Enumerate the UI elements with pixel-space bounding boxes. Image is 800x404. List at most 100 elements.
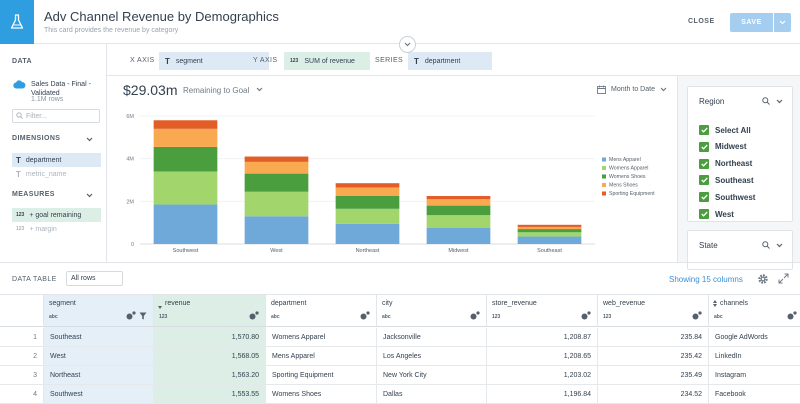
dimension-field[interactable]: T metric_name xyxy=(12,169,101,179)
search-icon[interactable] xyxy=(762,241,770,249)
table-cell[interactable]: Womens Shoes xyxy=(266,385,377,404)
save-options-button[interactable] xyxy=(774,13,791,32)
chart-area: 0 2M 4M 6M Southwest West Northeast Midwest Sout… xyxy=(107,100,677,260)
table-cell[interactable]: Southeast xyxy=(44,328,154,347)
table-cell[interactable]: 1,203.02 xyxy=(487,366,598,385)
table-cell[interactable]: Northeast xyxy=(44,366,154,385)
series-field-pill[interactable]: T department xyxy=(408,52,492,70)
chevron-down-icon[interactable] xyxy=(776,243,783,248)
column-header[interactable]: department abc xyxy=(266,295,377,327)
checkbox-checked-icon[interactable] xyxy=(699,175,709,186)
table-cell[interactable]: Google AdWords xyxy=(709,328,800,347)
table-cell[interactable]: 234.52 xyxy=(598,385,709,404)
table-cell[interactable]: 1,196.84 xyxy=(487,385,598,404)
column-stats-icon[interactable] xyxy=(692,311,702,322)
table-cell[interactable]: 1,563.20 xyxy=(154,366,266,385)
table-cell[interactable]: Sporting Equipment xyxy=(266,366,377,385)
column-stats-icon[interactable] xyxy=(126,311,136,322)
chevron-down-icon[interactable] xyxy=(256,87,263,92)
region-option[interactable]: Southeast xyxy=(699,174,754,186)
measure-field[interactable]: 123 + goal remaining xyxy=(12,208,101,222)
column-header[interactable]: web_revenue 123 xyxy=(598,295,709,327)
table-cell[interactable]: 1,568.05 xyxy=(154,347,266,366)
checkbox-checked-icon[interactable] xyxy=(699,141,709,152)
filter-icon[interactable] xyxy=(139,312,147,322)
field-filter-input[interactable]: Filter... xyxy=(12,109,100,123)
bar-segment xyxy=(335,183,400,188)
table-cell[interactable]: Dallas xyxy=(377,385,487,404)
search-icon[interactable] xyxy=(762,97,770,105)
sort-toggle-icon[interactable] xyxy=(713,300,717,309)
table-cell[interactable]: 1,570.80 xyxy=(154,328,266,347)
bar-segment xyxy=(153,204,218,244)
goal-selector[interactable]: Remaining to Goal xyxy=(183,86,250,95)
number-type-icon: 123 xyxy=(16,212,25,218)
column-header[interactable]: city abc xyxy=(377,295,487,327)
column-header[interactable]: segment abc xyxy=(44,295,154,327)
column-stats-icon[interactable] xyxy=(787,311,797,322)
summary-value: $29.03m xyxy=(123,82,178,98)
checkbox-checked-icon[interactable] xyxy=(699,192,709,203)
expand-icon[interactable] xyxy=(778,273,789,286)
column-type: abc xyxy=(714,314,723,320)
table-cell[interactable]: 1,208.65 xyxy=(487,347,598,366)
chevron-down-icon[interactable] xyxy=(86,193,93,198)
measure-field[interactable]: 123 + margin xyxy=(12,224,101,234)
table-cell[interactable]: LinkedIn xyxy=(709,347,800,366)
y-tick-label: 2M xyxy=(126,199,134,205)
x-axis-field-pill[interactable]: T segment xyxy=(159,52,269,70)
table-cell[interactable]: West xyxy=(44,347,154,366)
bar-segment xyxy=(426,205,491,216)
column-stats-icon[interactable] xyxy=(581,311,591,322)
row-filter-select[interactable]: All rows xyxy=(66,271,123,286)
table-cell[interactable]: Facebook xyxy=(709,385,800,404)
showing-columns-link[interactable]: Showing 15 columns xyxy=(669,275,743,284)
column-header[interactable]: store_revenue 123 xyxy=(487,295,598,327)
collapse-toggle-button[interactable] xyxy=(399,36,416,53)
region-option[interactable]: West xyxy=(699,208,734,220)
chevron-down-icon[interactable] xyxy=(86,137,93,142)
column-stats-icon[interactable] xyxy=(470,311,480,322)
number-type-icon: 123 xyxy=(290,58,299,64)
column-header[interactable]: channels abc xyxy=(709,295,800,327)
checkbox-checked-icon[interactable] xyxy=(699,158,709,169)
checkbox-checked-icon[interactable] xyxy=(699,125,709,135)
region-option[interactable]: Northeast xyxy=(699,158,752,170)
table-cell[interactable]: 235.84 xyxy=(598,328,709,347)
card-title[interactable]: Adv Channel Revenue by Demographics xyxy=(44,9,279,24)
table-cell[interactable]: Southwest xyxy=(44,385,154,404)
column-stats-icon[interactable] xyxy=(249,311,259,322)
card-subtitle[interactable]: This card provides the revenue by catego… xyxy=(44,27,179,34)
table-cell[interactable]: Instagram xyxy=(709,366,800,385)
column-stats-icon[interactable] xyxy=(360,311,370,322)
region-option[interactable]: Select All xyxy=(699,124,751,136)
chevron-down-icon xyxy=(779,20,786,25)
y-tick-label: 4M xyxy=(126,157,134,163)
table-cell[interactable]: 235.42 xyxy=(598,347,709,366)
datasource-name[interactable]: Sales Data - Final - Validated xyxy=(31,81,91,97)
chevron-down-icon[interactable] xyxy=(776,99,783,104)
column-header[interactable]: revenue 123 xyxy=(154,295,266,327)
sort-desc-icon[interactable] xyxy=(158,302,162,311)
legend-swatch xyxy=(602,174,606,179)
region-option[interactable]: Midwest xyxy=(699,141,747,153)
table-cell[interactable]: 1,208.87 xyxy=(487,328,598,347)
save-button[interactable]: SAVE xyxy=(730,13,773,32)
table-cell[interactable]: Mens Apparel xyxy=(266,347,377,366)
table-cell[interactable]: Womens Apparel xyxy=(266,328,377,347)
table-cell[interactable]: Jacksonville xyxy=(377,328,487,347)
close-button[interactable]: CLOSE xyxy=(688,18,715,25)
checkbox-checked-icon[interactable] xyxy=(699,209,709,219)
column-type: 123 xyxy=(603,314,612,320)
y-axis-field-pill[interactable]: 123 SUM of revenue xyxy=(284,52,370,70)
gear-icon[interactable] xyxy=(757,273,769,287)
dimension-field[interactable]: T department xyxy=(12,153,101,167)
table-cell[interactable]: New York City xyxy=(377,366,487,385)
region-option[interactable]: Southwest xyxy=(699,191,755,203)
table-cell[interactable]: Los Angeles xyxy=(377,347,487,366)
card-header: Adv Channel Revenue by Demographics This… xyxy=(0,0,800,44)
data-table: 12345segmentabcSoutheastWestNortheastSou… xyxy=(0,294,800,404)
table-cell[interactable]: 235.49 xyxy=(598,366,709,385)
cloud-icon xyxy=(13,80,26,91)
table-cell[interactable]: 1,553.55 xyxy=(154,385,266,404)
